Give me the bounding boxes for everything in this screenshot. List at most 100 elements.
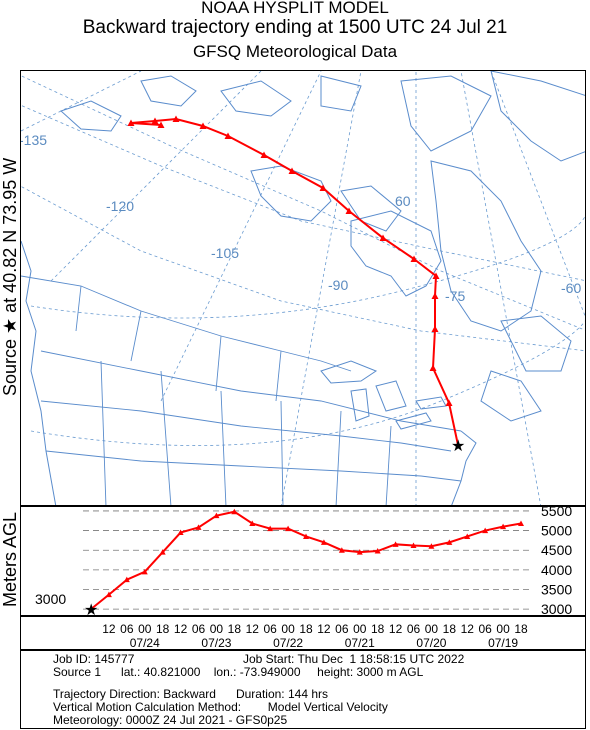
altitude-tick-label: 4500 — [541, 542, 572, 558]
trajectory-marker — [172, 115, 180, 122]
arctic-island — [220, 80, 292, 117]
state-lines — [100, 360, 392, 505]
hour-tick-label: 18 — [371, 622, 385, 636]
hour-tick-label: 00 — [353, 622, 367, 636]
graticule-lon-line — [280, 71, 362, 505]
hour-tick-label: 12 — [174, 622, 188, 636]
trajectory-marker — [319, 184, 327, 191]
altitude-series: ★ — [84, 508, 524, 619]
start-altitude-label: 3000 — [35, 591, 66, 607]
time-axis-canvas: 12 06 00 18 12 06 00 18 12 06 00 18 12 06 00 18 12 06 00 18… — [102, 622, 528, 650]
date-label: 07/24 — [130, 636, 160, 650]
date-label: 07/23 — [201, 636, 231, 650]
altitude-point — [267, 525, 274, 532]
source-info: Source 1 lat.: 40.821000 lon.: -73.94900… — [53, 665, 424, 679]
hour-tick-label: 18 — [228, 622, 242, 636]
baffin-island — [400, 75, 492, 152]
state-lines — [40, 350, 462, 432]
hour-tick-label: 00 — [496, 622, 510, 636]
hour-tick-label: 18 — [156, 622, 170, 636]
altitude-point — [428, 543, 435, 549]
greenland-coast — [490, 71, 585, 162]
nova-scotia-coast — [480, 370, 542, 422]
hour-tick-label: 06 — [120, 622, 134, 636]
date-label: 07/21 — [345, 636, 375, 650]
altitude-point — [213, 512, 220, 519]
trajectory-marker — [151, 117, 159, 124]
hudson-bay — [350, 210, 442, 297]
hour-tick-label: 12 — [102, 622, 116, 636]
hour-tick-labels: 12 06 00 18 12 06 00 18 12 06 00 18 12 06 00 18 12 06 00 18… — [102, 622, 528, 636]
graticule — [21, 71, 585, 505]
altitude-point — [195, 524, 202, 530]
altitude-tick-labels: 5500 5000 4500 4000 3500 3000 — [541, 503, 572, 617]
altitude-point — [159, 549, 166, 555]
data-source-title: GFSQ Meteorological Data — [192, 42, 398, 61]
hour-tick-label: 06 — [407, 622, 421, 636]
altitude-point — [285, 525, 292, 532]
altitude-point — [500, 523, 507, 530]
lon-label-120: -120 — [106, 198, 134, 214]
trajectory-marker — [199, 122, 207, 129]
trajectory-marker — [288, 167, 296, 174]
hour-tick-label: 06 — [478, 622, 492, 636]
hour-tick-label: 06 — [192, 622, 206, 636]
altitude-axis-label: Meters AGL — [0, 511, 20, 607]
atlantic-coast — [451, 430, 477, 505]
hour-tick-label: 06 — [335, 622, 349, 636]
trajectory-marker — [157, 121, 165, 128]
altitude-point — [249, 520, 256, 526]
lake-superior — [320, 360, 378, 384]
date-label: 07/19 — [488, 636, 518, 650]
altitude-point — [123, 576, 130, 583]
altitude-gridlines — [83, 510, 533, 610]
altitude-point — [356, 549, 363, 555]
altitude-line — [90, 510, 522, 610]
newfoundland-coast — [500, 315, 572, 372]
lake-michigan — [350, 388, 370, 422]
source-star-icon: ★ — [451, 438, 465, 455]
trajectory-marker — [224, 132, 232, 139]
trajectory-marker — [410, 255, 418, 262]
altitude-point — [410, 542, 417, 548]
hour-tick-label: 06 — [263, 622, 277, 636]
altitude-point — [338, 547, 345, 553]
graticule-lat-line — [21, 185, 585, 352]
graticule-lat-line — [21, 104, 585, 281]
trajectory-marker — [431, 325, 439, 332]
trajectory-marker — [429, 364, 437, 371]
vertical-motion-method: Vertical Motion Calculation Method: Mode… — [53, 700, 388, 714]
altitude-point — [392, 541, 399, 547]
graticule-lon-line — [490, 71, 585, 317]
altitude-point — [464, 533, 471, 539]
graticule-lat-line — [30, 215, 585, 319]
altitude-point — [303, 533, 309, 539]
lon-label-75: -75 — [445, 288, 465, 304]
altitude-tick-label: 4000 — [541, 562, 572, 578]
trajectory-marker — [432, 272, 440, 279]
graticule-lon-line — [460, 71, 542, 505]
graticule-lat-line — [30, 320, 585, 446]
source-star-icon: ★ — [84, 602, 98, 617]
canadian-province-lines — [75, 285, 282, 402]
trajectory-marker — [379, 234, 387, 241]
lake-ontario — [415, 396, 447, 410]
trajectory-marker — [345, 207, 353, 214]
trajectory-marker — [431, 292, 439, 299]
trajectory — [127, 115, 459, 446]
altitude-panel: 5500 5000 4500 4000 3500 3000 3000 ★ — [20, 503, 586, 619]
lake-erie — [395, 412, 432, 430]
trajectory-direction: Trajectory Direction: Backward Duration:… — [53, 687, 328, 701]
hour-tick-label: 00 — [210, 622, 224, 636]
trajectory-marker — [260, 151, 268, 158]
lon-label-105: -105 — [211, 245, 239, 261]
trajectory-map: -135 -120 -105 -90 -75 -60 60 ★ — [20, 70, 586, 506]
date-labels: 07/24 07/23 07/22 07/21 07/20 07/19 — [130, 636, 519, 650]
arctic-coast — [250, 165, 332, 222]
altitude-point — [320, 539, 327, 545]
source-location-label: Source ★ at 40.82 N 73.95 W — [0, 157, 20, 396]
meteorology-info: Meteorology: 0000Z 24 Jul 2021 - GFS0p25 — [53, 713, 288, 727]
hour-tick-label: 18 — [299, 622, 313, 636]
hour-tick-label: 00 — [425, 622, 439, 636]
state-lines — [45, 450, 462, 482]
